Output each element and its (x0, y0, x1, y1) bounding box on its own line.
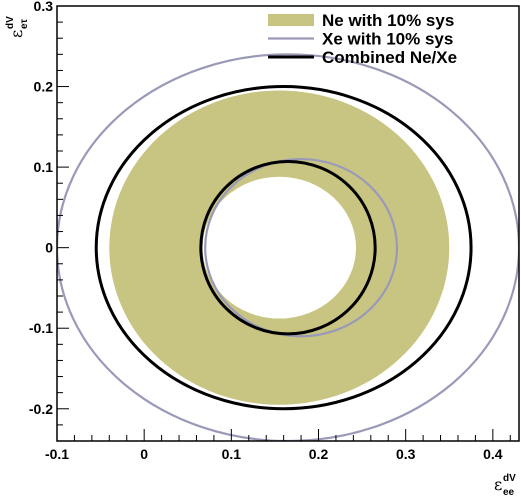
x-tick-label: 0.1 (222, 446, 242, 462)
y-axis-title: εdV eτ (5, 16, 30, 38)
contour-xe-with-10-sys-outer (57, 53, 519, 441)
x-tick-label: 0.3 (396, 446, 416, 462)
x-tick-label: 0.2 (309, 446, 329, 462)
contour-combined-ne-xe-inner (199, 159, 377, 336)
legend-swatch (268, 14, 314, 26)
plot-clip (57, 53, 519, 441)
x-axis-sup: dV (503, 473, 516, 484)
legend-label: Combined Ne/Xe (322, 48, 457, 67)
x-tick-label: 0 (140, 446, 148, 462)
y-tick-label: -0.2 (29, 401, 53, 417)
plot-frame (56, 5, 520, 442)
contour-xe-with-10-sys-inner (204, 157, 399, 338)
legend-label: Xe with 10% sys (322, 30, 453, 49)
y-tick-label: 0.2 (34, 79, 54, 95)
y-tick-label: 0.1 (34, 159, 54, 175)
y-axis-symbol: ε (7, 30, 26, 38)
contour-combined-ne-xe-outer (94, 85, 473, 411)
y-tick-label: 0.3 (34, 0, 54, 14)
band-ne-with-10-sys (109, 90, 450, 405)
y-tick-label: -0.1 (29, 320, 53, 336)
x-tick-label: 0.4 (483, 446, 503, 462)
legend-label: Ne with 10% sys (322, 11, 454, 30)
y-axis-sup: dV (5, 16, 16, 29)
y-tick-label: 0 (45, 240, 53, 256)
x-axis-sub: ee (503, 487, 515, 498)
plot-area (57, 53, 519, 441)
x-axis-symbol: ε (494, 475, 502, 494)
x-tick-label: -0.1 (45, 446, 69, 462)
x-axis-title: ε dV ee (494, 473, 516, 498)
y-axis-sub: eτ (19, 18, 30, 29)
axes: -0.1 0 0.1 0.2 0.3 0.4 -0.2 -0.1 0 0.1 0.2 0.3 (29, 0, 520, 462)
